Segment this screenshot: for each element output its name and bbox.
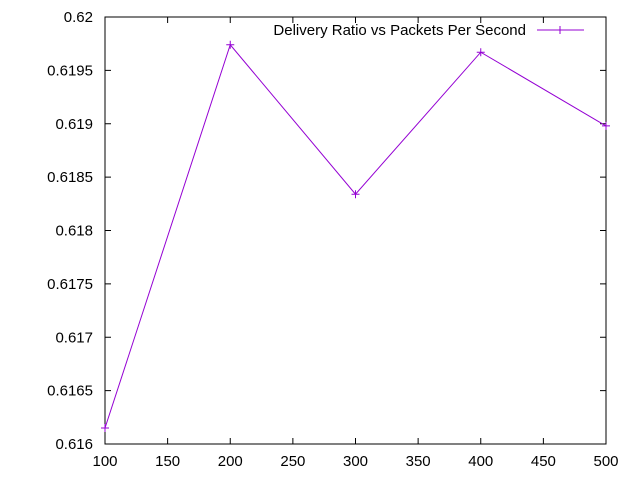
y-tick-label: 0.616 xyxy=(55,436,93,453)
axes xyxy=(104,16,607,445)
legend: Delivery Ratio vs Packets Per Second xyxy=(273,22,584,39)
x-tick-label: 450 xyxy=(531,453,556,470)
data-point-marker xyxy=(476,48,485,57)
y-tick-label: 0.617 xyxy=(55,329,93,346)
y-tick-label: 0.6185 xyxy=(47,169,93,186)
x-tick-label: 250 xyxy=(280,453,305,470)
x-tick-label: 200 xyxy=(218,453,243,470)
x-tick-label: 350 xyxy=(406,453,431,470)
y-tick-label: 0.618 xyxy=(55,223,93,240)
series-layer xyxy=(101,40,610,432)
x-tick-label: 100 xyxy=(92,453,117,470)
legend-marker xyxy=(556,26,564,34)
data-point-marker xyxy=(602,121,610,130)
ticks: 100 150 200 250 300 350 400 450 500 0.616 0.6165 0.… xyxy=(47,9,618,470)
x-tick-label: 150 xyxy=(155,453,180,470)
x-tick-label: 400 xyxy=(468,453,493,470)
plot-frame xyxy=(104,16,607,445)
data-point-marker xyxy=(351,190,360,199)
x-tick-label: 500 xyxy=(593,453,618,470)
series-line xyxy=(104,43,607,429)
y-tick-label: 0.6195 xyxy=(47,62,93,79)
y-tick-label: 0.6165 xyxy=(47,383,93,400)
y-tick-label: 0.62 xyxy=(64,9,93,26)
legend-label: Delivery Ratio vs Packets Per Second xyxy=(273,22,526,39)
x-tick-label: 300 xyxy=(343,453,368,470)
y-tick-label: 0.619 xyxy=(55,116,93,133)
y-tick-label: 0.6175 xyxy=(47,276,93,293)
data-point-marker xyxy=(101,423,109,432)
data-point-marker xyxy=(226,40,235,49)
